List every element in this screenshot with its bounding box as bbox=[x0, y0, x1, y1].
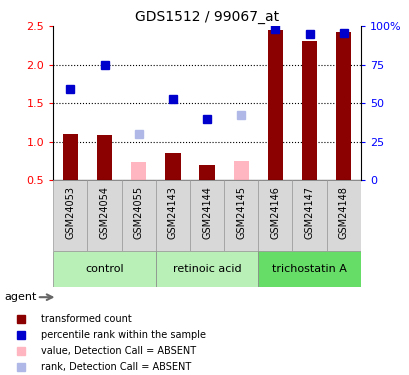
Text: GSM24147: GSM24147 bbox=[304, 186, 314, 239]
Text: GSM24144: GSM24144 bbox=[202, 186, 211, 238]
Text: GSM24143: GSM24143 bbox=[167, 186, 178, 238]
Bar bbox=[53, 251, 155, 287]
Bar bbox=[155, 180, 189, 251]
Text: control: control bbox=[85, 264, 124, 274]
Text: transformed count: transformed count bbox=[41, 314, 131, 324]
Bar bbox=[258, 251, 360, 287]
Text: GSM24146: GSM24146 bbox=[270, 186, 280, 238]
Bar bbox=[258, 180, 292, 251]
Text: GSM24053: GSM24053 bbox=[65, 186, 75, 239]
Text: GSM24055: GSM24055 bbox=[133, 186, 144, 239]
Bar bbox=[87, 180, 121, 251]
Bar bbox=[97, 135, 112, 180]
Bar bbox=[292, 180, 326, 251]
Text: GSM24148: GSM24148 bbox=[338, 186, 348, 238]
Bar bbox=[155, 251, 258, 287]
Bar bbox=[165, 153, 180, 180]
Bar bbox=[335, 32, 351, 180]
Bar bbox=[63, 134, 78, 180]
Bar bbox=[326, 180, 360, 251]
Bar bbox=[199, 165, 214, 180]
Bar bbox=[301, 41, 317, 180]
Text: percentile rank within the sample: percentile rank within the sample bbox=[41, 330, 205, 340]
Bar bbox=[131, 162, 146, 180]
Text: retinoic acid: retinoic acid bbox=[172, 264, 241, 274]
Bar bbox=[267, 30, 282, 180]
Bar bbox=[121, 180, 155, 251]
Bar bbox=[53, 180, 87, 251]
Text: rank, Detection Call = ABSENT: rank, Detection Call = ABSENT bbox=[41, 362, 191, 372]
Title: GDS1512 / 99067_at: GDS1512 / 99067_at bbox=[135, 10, 279, 24]
Text: GSM24145: GSM24145 bbox=[236, 186, 246, 239]
Bar bbox=[233, 161, 248, 180]
Bar bbox=[189, 180, 224, 251]
Text: value, Detection Call = ABSENT: value, Detection Call = ABSENT bbox=[41, 346, 196, 356]
Bar bbox=[224, 180, 258, 251]
Text: GSM24054: GSM24054 bbox=[99, 186, 109, 239]
Text: trichostatin A: trichostatin A bbox=[272, 264, 346, 274]
Text: agent: agent bbox=[4, 292, 36, 302]
